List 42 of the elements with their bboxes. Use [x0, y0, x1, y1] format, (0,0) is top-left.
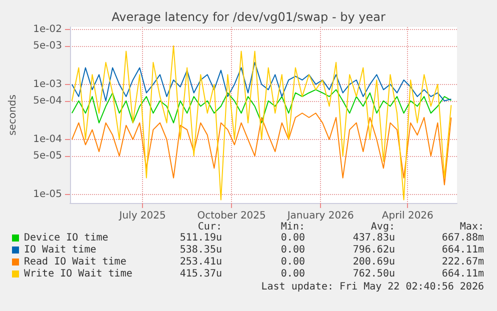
- chart-title: Average latency for /dev/vg01/swap - by year: [112, 10, 386, 24]
- legend-label: Write IO Wait time: [24, 268, 132, 280]
- text: 222.67m: [442, 256, 484, 268]
- text: Avg:: [370, 222, 395, 232]
- y-tick-label: 1e-04: [33, 134, 62, 145]
- y-tick-label: 5e-03: [33, 40, 62, 52]
- y-tick-label: 1e-05: [33, 188, 62, 200]
- text: 762.50u: [352, 268, 395, 280]
- line-series: [71, 89, 452, 124]
- legend-label: Read IO Wait time: [24, 256, 126, 268]
- text: 253.41u: [180, 256, 222, 268]
- text: 0.00: [280, 256, 305, 268]
- text: 538.35u: [180, 244, 222, 256]
- x-tick-label: October 2025: [197, 210, 266, 222]
- y-tick-label: 5e-05: [33, 150, 62, 162]
- text: 415.37u: [180, 268, 222, 280]
- x-tick-label: April 2026: [382, 210, 434, 222]
- text: 511.19u: [180, 232, 222, 244]
- text: 0.00: [280, 244, 305, 256]
- legend-label: IO Wait time: [24, 244, 96, 256]
- line-series: [71, 45, 452, 200]
- y-tick-label: 1e-02: [33, 24, 62, 35]
- y-axis-title: seconds: [8, 94, 18, 136]
- y-tick-label: 5e-04: [33, 95, 62, 106]
- text: Cur:: [198, 222, 222, 232]
- text: 0.00: [280, 268, 305, 280]
- text: Last update: Fri May 22 02:40:56 2026: [261, 282, 484, 292]
- text: 667.88m: [442, 232, 484, 244]
- x-tick-label: July 2025: [118, 210, 166, 222]
- text: 664.11m: [442, 268, 484, 280]
- text: 664.11m: [442, 244, 484, 256]
- text: 200.69u: [352, 256, 395, 268]
- line-series: [71, 112, 452, 186]
- y-tick-label: 1e-03: [33, 78, 62, 90]
- text: 796.62u: [352, 244, 395, 256]
- text: Max:: [460, 222, 484, 232]
- x-tick-label: January 2026: [286, 210, 354, 222]
- text: 0.00: [280, 232, 305, 244]
- text: Min:: [280, 222, 305, 232]
- legend-label: Device IO time: [24, 232, 108, 244]
- line-series: [71, 62, 452, 102]
- text: 437.83u: [352, 232, 395, 244]
